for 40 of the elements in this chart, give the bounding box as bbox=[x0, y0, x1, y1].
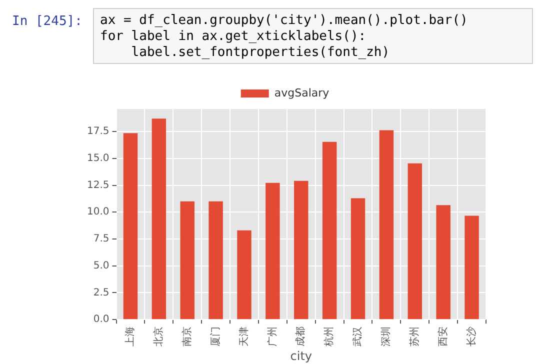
bar bbox=[294, 180, 308, 320]
x-tick-label: 厦门 bbox=[209, 326, 222, 347]
bar bbox=[322, 142, 337, 320]
text: In [245]: bbox=[12, 14, 82, 29]
bar bbox=[152, 118, 166, 320]
legend-label: avgSalary bbox=[274, 86, 330, 100]
y-tick-label: 12.5 bbox=[87, 180, 110, 191]
y-tick-label: 15.0 bbox=[87, 153, 110, 164]
x-tick-label: 上海 bbox=[124, 326, 136, 347]
x-tick-label: 深圳 bbox=[380, 326, 392, 347]
x-axis-title: city bbox=[290, 348, 312, 363]
bar bbox=[266, 182, 280, 320]
bar bbox=[208, 201, 223, 320]
y-tick-label: 2.5 bbox=[93, 287, 110, 298]
text: ax = df_clean.groupby('city').mean().plot.bar() bbox=[100, 13, 469, 29]
x-tick-label: 武汉 bbox=[352, 326, 364, 347]
y-tick-label: 10.0 bbox=[87, 206, 110, 218]
bar bbox=[350, 198, 366, 320]
y-tick-label: 7.5 bbox=[93, 234, 110, 245]
bar bbox=[464, 216, 479, 320]
y-tick-label: 5.0 bbox=[93, 260, 110, 272]
x-tick-label: 杭州 bbox=[323, 326, 336, 348]
y-tick-label: 0.0 bbox=[93, 314, 110, 326]
bar bbox=[379, 130, 394, 320]
bar bbox=[123, 133, 138, 320]
bar bbox=[237, 230, 252, 320]
x-tick-label: 广州 bbox=[266, 326, 278, 347]
text: for label in ax.get_xticklabels(): bbox=[100, 29, 368, 45]
x-tick-label: 南京 bbox=[180, 326, 193, 347]
x-tick-label: 西安 bbox=[436, 326, 449, 347]
bar bbox=[408, 163, 422, 320]
x-tick-label: 成都 bbox=[294, 326, 307, 347]
bar bbox=[180, 201, 194, 320]
x-tick-label: 苏州 bbox=[408, 326, 420, 347]
x-tick-label: 天津 bbox=[238, 326, 250, 347]
y-tick-label: 17.5 bbox=[87, 126, 110, 138]
text: label.set_fontproperties(font_zh) bbox=[130, 45, 391, 61]
x-tick-label: 长沙 bbox=[465, 326, 478, 347]
bar bbox=[436, 205, 450, 320]
x-tick-label: 北京 bbox=[152, 326, 165, 347]
